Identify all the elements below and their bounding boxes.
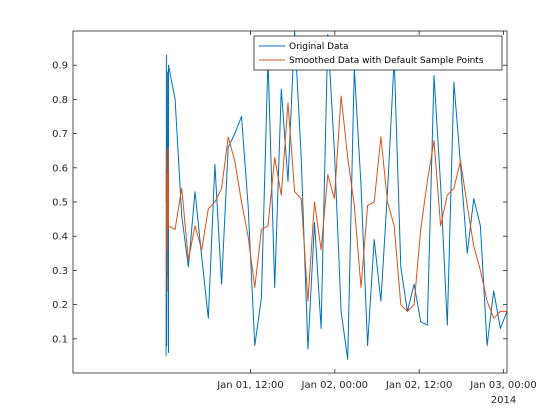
tick-layer: 0.1 0.2 0.3 0.4 0.5 0.6 0.7 0.8 0.9 Jan 01, 12:00… xyxy=(52,31,537,391)
y-tick-label: 0.2 xyxy=(52,300,68,311)
x-tick-label: Jan 02, 00:00 xyxy=(301,380,369,391)
x-tick-label: Jan 01, 12:00 xyxy=(216,380,284,391)
legend-label-smoothed: Smoothed Data with Default Sample Points xyxy=(289,56,484,66)
y-tick-label: 0.4 xyxy=(52,232,68,243)
series-line-smoothed xyxy=(165,95,507,319)
x-tick-label: Jan 03, 00:00 xyxy=(469,380,537,391)
x-tick-label: Jan 02, 12:00 xyxy=(385,380,453,391)
series-line-original xyxy=(165,30,508,360)
y-tick-label: 0.6 xyxy=(52,163,68,174)
legend: Original Data Smoothed Data with Default… xyxy=(253,35,503,71)
x-axis-year-label: 2014 xyxy=(491,395,516,406)
y-tick-label: 0.8 xyxy=(52,95,68,106)
y-tick-label: 0.5 xyxy=(52,198,68,209)
y-tick-label: 0.7 xyxy=(52,129,68,140)
y-tick-label: 0.1 xyxy=(52,334,68,345)
series-layer xyxy=(165,30,508,360)
legend-box xyxy=(253,35,503,71)
y-tick-label: 0.3 xyxy=(52,266,68,277)
y-tick-label: 0.9 xyxy=(52,61,68,72)
legend-label-original: Original Data xyxy=(289,42,349,52)
